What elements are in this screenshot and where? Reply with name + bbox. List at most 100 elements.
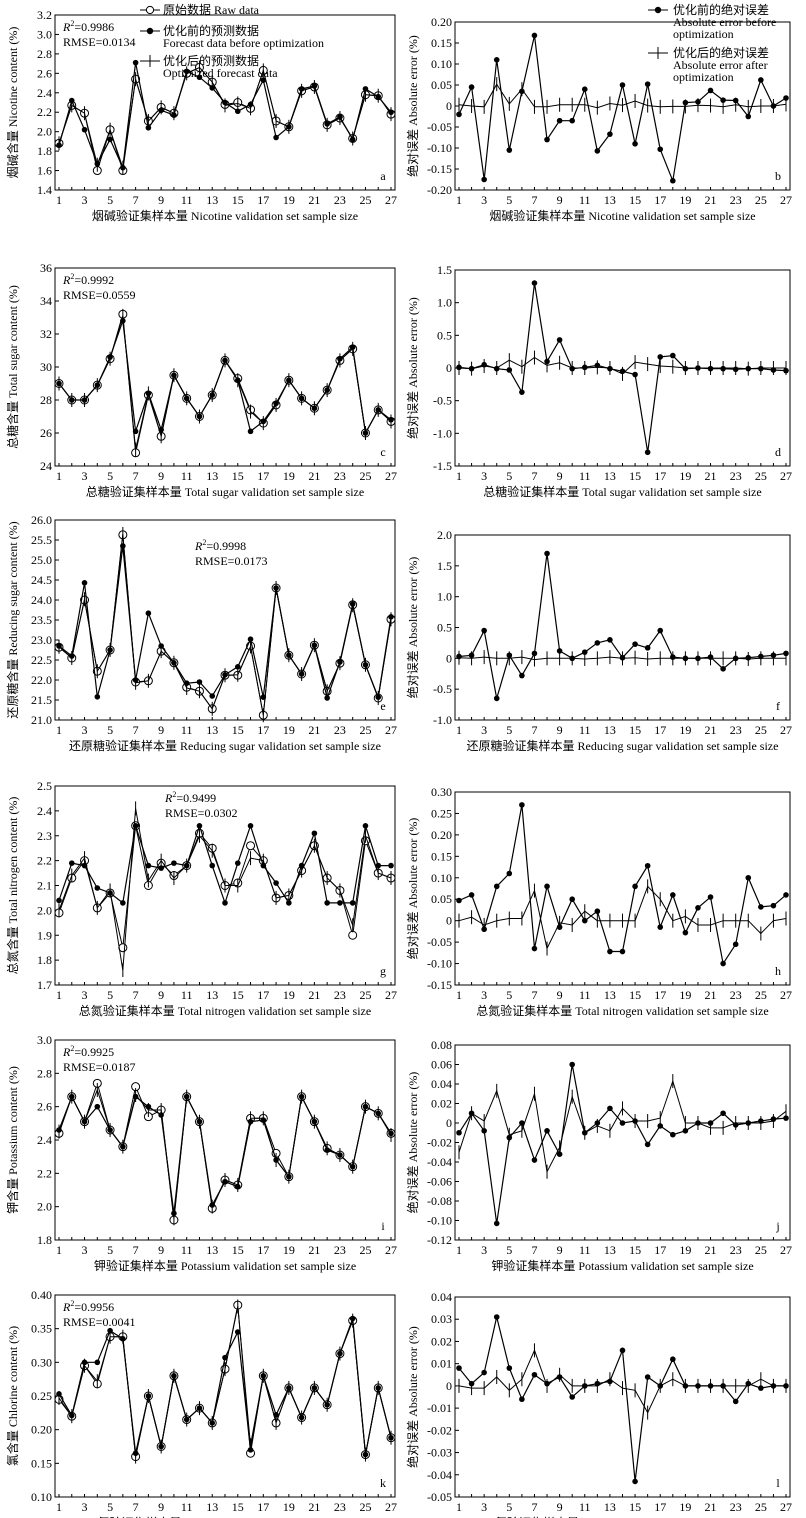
y-tick-label: 0.40: [31, 1288, 52, 1302]
y-tick-label: 1.0: [437, 296, 452, 310]
x-tick-label: 13: [206, 193, 218, 207]
y-tick-label: 2.0: [37, 903, 52, 917]
x-tick-label: 3: [82, 988, 88, 1002]
x-tick-label: 25: [755, 469, 767, 483]
y-tick-label: 2.2: [37, 105, 52, 119]
y-axis-label: 氯含量 Chlorine content (%): [5, 1326, 20, 1466]
series-filled: [456, 1061, 789, 1227]
y-tick-label: 0.04: [431, 1290, 452, 1304]
x-tick-label: 21: [705, 988, 717, 1002]
data-point-before: [607, 131, 613, 137]
x-tick-label: 3: [481, 988, 487, 1002]
data-point-before: [619, 948, 626, 955]
y-tick-label: -0.15: [427, 978, 452, 992]
data-point-before: [375, 862, 382, 869]
y-tick-label: 36: [40, 261, 52, 275]
y-tick-label: 0.02: [431, 1334, 452, 1348]
panel-letter: g: [380, 964, 386, 978]
x-tick-label: 7: [531, 723, 537, 737]
x-tick-label: 7: [531, 193, 537, 207]
data-point-before: [632, 641, 638, 647]
data-point-before: [468, 892, 475, 898]
legend-err-before-label-cn: 优化前的绝对误差: [673, 2, 769, 17]
data-point-before: [682, 1128, 689, 1134]
data-point-before: [569, 117, 575, 124]
panel-letter: e: [380, 699, 385, 713]
x-tick-label: 7: [133, 469, 139, 483]
x-tick-label: 21: [308, 193, 320, 207]
data-point-before: [544, 883, 550, 890]
data-point-before: [720, 666, 726, 672]
y-axis-label: 绝对误差 Absolute error (%): [405, 1072, 420, 1214]
x-tick-label: 11: [181, 469, 193, 483]
x-tick-label: 27: [385, 469, 397, 483]
x-tick-label: 5: [506, 723, 512, 737]
y-tick-label: 2.8: [37, 1066, 52, 1080]
data-point-before: [531, 1371, 538, 1378]
x-tick-label: 3: [82, 1243, 88, 1257]
data-point-before: [569, 1061, 575, 1068]
x-axis-label: 钾验证集样本量 Potassium validation set sample …: [491, 1258, 753, 1273]
data-point-before: [544, 550, 550, 557]
x-tick-label: 9: [557, 1500, 563, 1514]
y-tick-label: 0.04: [431, 1077, 452, 1091]
data-point-before: [56, 897, 62, 904]
series-plus: [58, 60, 392, 175]
data-point-before: [770, 902, 777, 909]
data-point-before: [670, 1131, 676, 1138]
x-tick-label: 9: [158, 469, 164, 483]
data-point-before: [94, 1103, 101, 1110]
x-tick-label: 15: [629, 1500, 641, 1514]
data-point-before: [234, 664, 241, 670]
x-tick-label: 23: [334, 988, 346, 1002]
x-tick-label: 7: [133, 1500, 139, 1514]
rmse-annotation: RMSE=0.0134: [63, 35, 135, 49]
data-point-before: [132, 59, 139, 66]
panel-letter: d: [775, 445, 781, 459]
y-tick-label: -0.20: [427, 183, 452, 197]
panel-j: -0.12 -0.10 -0.08 -0.06 -0.04 -0.02 0 0.02 0.04 0…: [405, 1038, 792, 1273]
data-point-before: [388, 862, 394, 869]
x-tick-label: 17: [654, 469, 666, 483]
y-tick-label: 32: [40, 327, 52, 341]
x-tick-label: 5: [506, 469, 512, 483]
x-tick-label: 1: [56, 469, 62, 483]
y-tick-label: 1.5: [437, 559, 452, 573]
data-point-before: [222, 900, 228, 906]
y-tick-label: 2.1: [37, 879, 52, 893]
x-tick-label: 9: [557, 193, 563, 207]
x-tick-label: 27: [780, 1243, 792, 1257]
y-tick-label: -0.12: [427, 1233, 452, 1247]
x-tick-label: 7: [133, 1243, 139, 1257]
x-tick-label: 3: [82, 723, 88, 737]
x-tick-label: 23: [730, 723, 742, 737]
r2-annotation: R2=0.9992: [62, 272, 114, 287]
data-point-before: [120, 900, 126, 906]
y-tick-label: 0: [446, 1379, 452, 1393]
x-tick-label: 1: [56, 193, 62, 207]
data-point-before: [670, 177, 676, 184]
y-axis-label: 总糖含量 Total sugar content (%): [5, 285, 20, 449]
data-point-before: [644, 862, 651, 869]
data-point-before: [481, 1369, 487, 1376]
y-tick-label: -1.0: [433, 713, 452, 727]
r2-value: =0.9925: [74, 1045, 114, 1059]
legend-raw-label: 原始数据 Raw data: [163, 2, 260, 17]
data-point-before: [707, 87, 714, 94]
x-tick-label: 21: [705, 1243, 717, 1257]
y-tick-label: -0.05: [427, 120, 452, 134]
data-point-before: [273, 880, 279, 886]
x-tick-label: 23: [730, 469, 742, 483]
x-tick-label: 19: [283, 193, 295, 207]
data-point-before: [519, 1120, 525, 1126]
x-tick-label: 3: [82, 469, 88, 483]
data-point-before: [720, 960, 726, 967]
r2-value: =0.9956: [74, 1300, 114, 1314]
data-point-before: [758, 904, 764, 910]
y-tick-label: -0.04: [427, 1468, 452, 1482]
x-tick-label: 17: [257, 193, 269, 207]
x-tick-label: 11: [579, 723, 591, 737]
y-tick-label: -1.5: [433, 459, 452, 473]
data-point-before: [707, 894, 714, 900]
